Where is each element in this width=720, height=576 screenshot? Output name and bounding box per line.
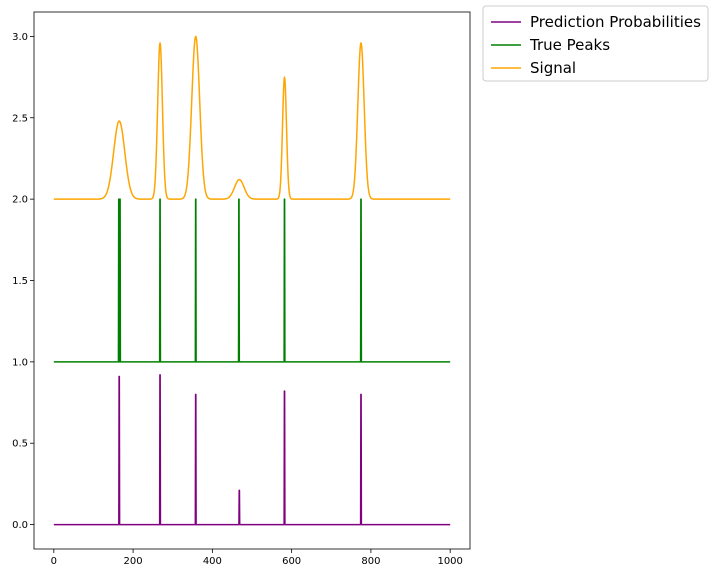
x-tick-label: 200 (124, 556, 143, 567)
legend-label: True Peaks (529, 36, 610, 54)
legend-label: Prediction Probabilities (530, 13, 701, 31)
y-tick-label: 2.0 (12, 195, 28, 206)
x-tick-label: 1000 (437, 556, 462, 567)
y-axis-ticks: 0.0 0.5 1.0 1.5 2.0 2.5 3.0 (12, 32, 34, 531)
y-tick-label: 1.5 (12, 276, 28, 287)
y-tick-label: 2.5 (12, 113, 28, 124)
x-tick-label: 800 (361, 556, 380, 567)
x-tick-label: 0 (51, 556, 57, 567)
x-axis-ticks: 0 200 400 600 800 1000 (51, 549, 463, 567)
y-tick-label: 3.0 (12, 32, 28, 43)
series-line-prediction-probabilities (53, 374, 451, 526)
plot-frame (33, 11, 471, 550)
y-tick-label: 0.5 (12, 439, 28, 450)
x-tick-label: 600 (282, 556, 301, 567)
legend-label: Signal (530, 59, 576, 77)
x-tick-label: 400 (203, 556, 222, 567)
series-line-signal (53, 35, 451, 200)
series-line-true-peaks (53, 198, 451, 363)
y-tick-label: 0.0 (12, 520, 28, 531)
plot-lines (53, 35, 451, 526)
legend: Prediction Probabilities True Peaks Signal (482, 5, 709, 82)
y-tick-label: 1.0 (12, 357, 28, 368)
legend-box (482, 5, 709, 82)
